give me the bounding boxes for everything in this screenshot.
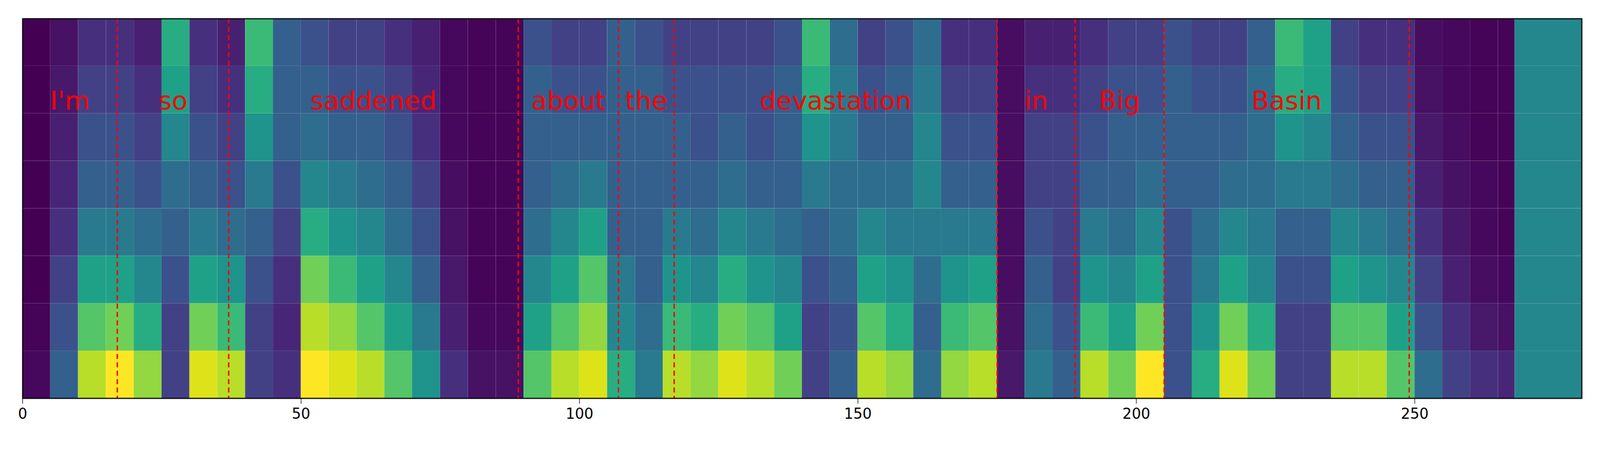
svg-text:about: about bbox=[531, 85, 606, 116]
svg-text:50: 50 bbox=[291, 405, 311, 423]
svg-text:I'm: I'm bbox=[50, 85, 91, 116]
svg-text:100: 100 bbox=[565, 405, 594, 423]
svg-text:devastation: devastation bbox=[760, 85, 912, 116]
svg-text:Basin: Basin bbox=[1251, 85, 1323, 116]
svg-text:200: 200 bbox=[1122, 405, 1151, 423]
svg-text:the: the bbox=[625, 85, 668, 116]
svg-text:so: so bbox=[158, 85, 188, 116]
svg-text:250: 250 bbox=[1400, 405, 1429, 423]
svg-text:saddened: saddened bbox=[310, 85, 437, 116]
svg-text:0: 0 bbox=[17, 405, 28, 423]
svg-text:150: 150 bbox=[843, 405, 872, 423]
svg-text:Big: Big bbox=[1098, 85, 1141, 116]
svg-text:in: in bbox=[1024, 85, 1049, 116]
